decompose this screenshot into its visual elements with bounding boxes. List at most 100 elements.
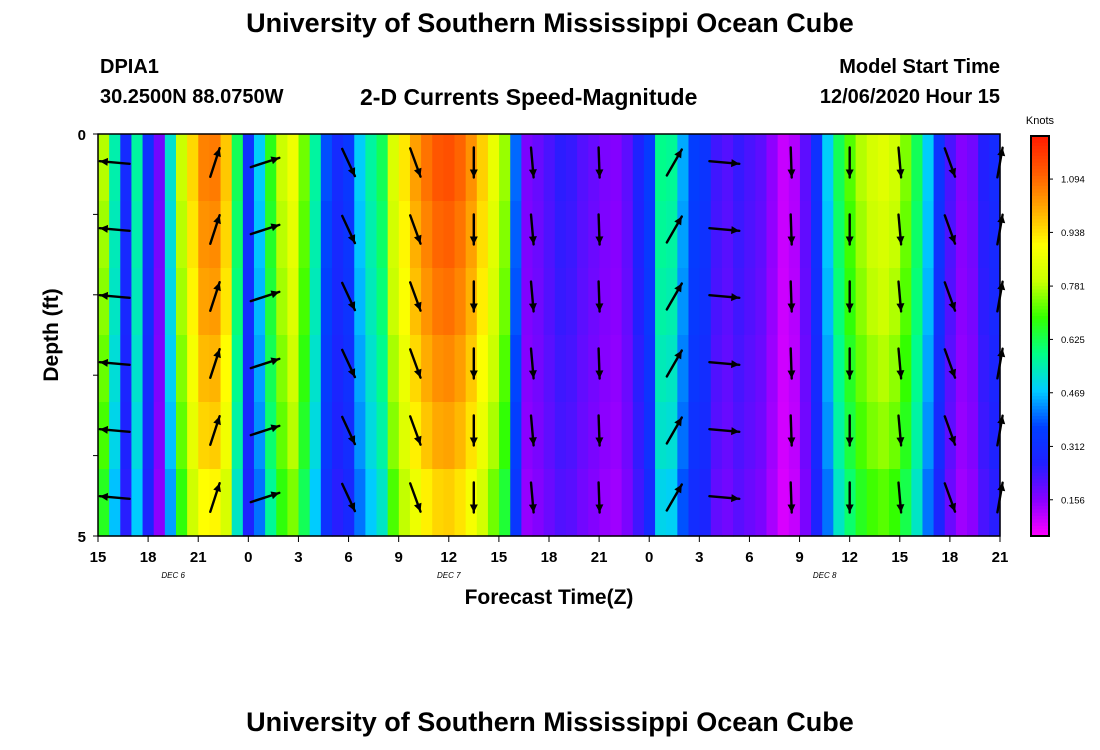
vector-head <box>213 349 221 359</box>
colorbar-swatch <box>1031 166 1049 170</box>
heatmap-cell <box>376 335 389 403</box>
vector-head <box>896 169 905 178</box>
heatmap-cell <box>398 335 411 403</box>
heatmap-cell <box>933 402 946 470</box>
current-vector <box>708 360 741 369</box>
heatmap-cell <box>220 469 233 537</box>
heatmap-cell <box>900 134 912 202</box>
heatmap-cell <box>298 469 311 537</box>
colorbar-swatch <box>1031 262 1049 267</box>
vector-head <box>347 368 356 378</box>
heatmap-cell <box>710 335 723 403</box>
heatmap-cell <box>320 268 333 336</box>
vector-head <box>896 303 905 312</box>
heatmap-cell <box>142 201 155 269</box>
colorbar-swatch <box>1031 246 1049 250</box>
x-tick-label: 6 <box>344 549 352 566</box>
current-vector <box>469 414 478 447</box>
heatmap-cell <box>421 469 433 537</box>
current-vector <box>943 348 957 379</box>
heatmap-cell <box>532 134 545 202</box>
current-vector <box>528 414 537 447</box>
current-vector <box>98 291 131 300</box>
heatmap-cell <box>510 469 522 537</box>
colorbar-swatch <box>1031 316 1049 320</box>
current-vector <box>341 214 357 245</box>
heatmap-cell <box>198 134 211 202</box>
x-tick-label: 12 <box>440 549 457 566</box>
heatmap-cell <box>811 268 823 336</box>
heatmap-cell <box>187 402 199 470</box>
vector-head <box>528 437 537 446</box>
heatmap-cell <box>142 469 155 537</box>
heatmap-cell <box>610 469 623 537</box>
current-vector <box>98 157 131 166</box>
heatmap-cell <box>98 134 110 202</box>
heatmap-cell <box>955 469 968 537</box>
current-vector <box>209 348 221 379</box>
vector-head <box>469 437 478 446</box>
heatmap-cell <box>688 469 701 537</box>
heatmap-cell <box>109 134 121 202</box>
heatmap-cell <box>621 402 634 470</box>
heatmap-cell <box>253 335 266 403</box>
heatmap-cell <box>989 402 1001 470</box>
current-vector <box>595 347 604 380</box>
heatmap-cell <box>443 402 456 470</box>
current-vector <box>708 226 741 235</box>
current-vector <box>469 146 478 179</box>
heatmap-cell <box>276 335 288 403</box>
x-tick-label: 3 <box>294 549 302 566</box>
heatmap-cell <box>164 335 177 403</box>
heatmap-cell <box>967 201 979 269</box>
heatmap-cell <box>911 335 924 403</box>
heatmap-cell <box>276 268 288 336</box>
vector-head <box>99 425 109 434</box>
colorbar-swatch <box>1031 309 1049 314</box>
current-vector <box>249 424 281 437</box>
colorbar-swatch <box>1031 249 1049 254</box>
heatmap-cell <box>220 201 233 269</box>
heatmap-cell <box>331 402 344 470</box>
heatmap-cell <box>521 335 534 403</box>
heatmap-cell <box>376 134 389 202</box>
colorbar-swatch <box>1031 326 1049 330</box>
heatmap-cell <box>610 402 623 470</box>
heatmap-cell <box>632 268 645 336</box>
current-vector <box>341 147 357 178</box>
heatmap-cell <box>532 268 545 336</box>
heatmap-cell <box>721 335 734 403</box>
heatmap-cell <box>398 469 411 537</box>
heatmap-cell <box>933 335 946 403</box>
heatmap-cell <box>499 335 511 403</box>
heatmap-cell <box>343 134 355 202</box>
heatmap-cell <box>331 201 344 269</box>
colorbar-swatch <box>1031 436 1049 440</box>
vector-head <box>528 504 537 513</box>
heatmap-cell <box>889 268 901 336</box>
vector-head <box>595 437 604 446</box>
heatmap-cell <box>354 335 366 403</box>
heatmap-cell <box>777 134 790 202</box>
heatmap-cell <box>577 469 589 537</box>
heatmap-cell <box>220 134 233 202</box>
heatmap-cell <box>153 268 166 336</box>
colorbar-swatch <box>1031 296 1049 300</box>
colorbar-swatch <box>1031 392 1049 397</box>
heatmap-cell <box>588 469 600 537</box>
vector-head <box>674 484 682 494</box>
vector-head <box>213 148 221 158</box>
heatmap-cell <box>164 201 177 269</box>
heatmap-cell <box>164 469 177 537</box>
heatmap-cell <box>877 469 890 537</box>
heatmap-cell <box>454 134 467 202</box>
heatmap-cell <box>733 134 745 202</box>
colorbar-swatch <box>1031 459 1049 464</box>
heatmap-cell <box>309 134 322 202</box>
heatmap-cell <box>677 134 690 202</box>
colorbar-swatch <box>1031 492 1049 497</box>
colorbar-swatch <box>1031 139 1049 144</box>
heatmap-cell <box>343 469 355 537</box>
vector-head <box>948 435 956 445</box>
